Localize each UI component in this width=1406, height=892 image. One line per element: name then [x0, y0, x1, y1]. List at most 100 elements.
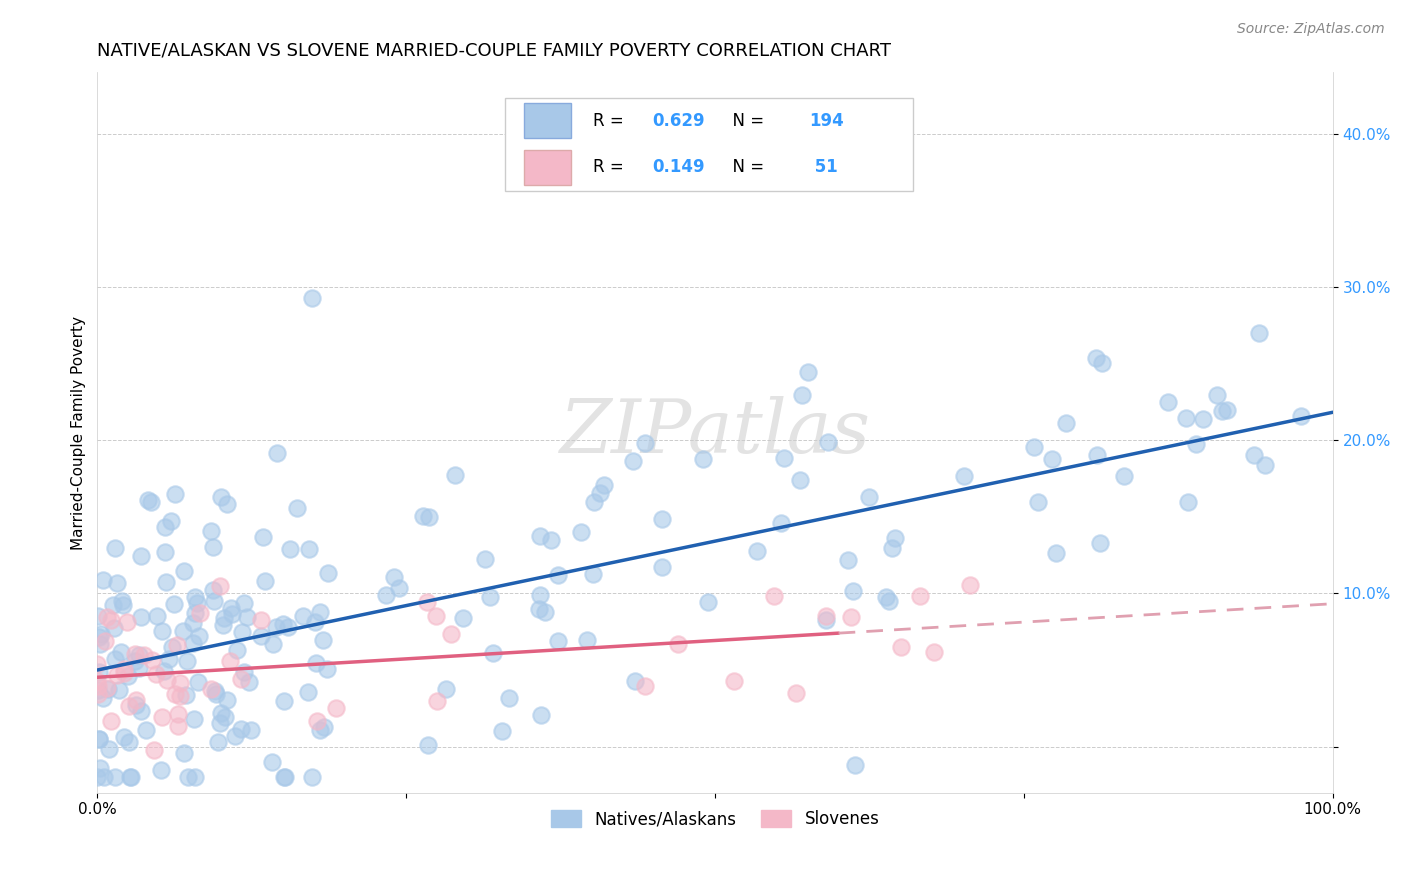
Point: [120, 770, 142, 784]
Point: [890, 640, 912, 655]
Point: [1211, 404, 1233, 418]
Point: [576, 633, 599, 648]
Point: [252, 530, 274, 544]
Text: 194: 194: [808, 112, 844, 129]
Point: [569, 525, 592, 540]
Point: [233, 596, 256, 610]
Point: [183, 713, 205, 727]
Point: [105, 576, 128, 591]
Point: [111, 598, 134, 612]
Point: [117, 669, 139, 683]
Point: [762, 589, 785, 603]
Point: [184, 770, 207, 784]
Point: [1192, 412, 1215, 426]
Point: [474, 552, 496, 566]
Point: [482, 646, 505, 660]
Point: [1090, 536, 1112, 550]
Point: [745, 544, 768, 558]
Point: [128, 648, 150, 662]
Point: [104, 541, 127, 556]
Point: [117, 699, 139, 714]
Point: [135, 723, 157, 737]
Point: [589, 485, 612, 500]
Point: [278, 541, 301, 556]
Point: [425, 609, 447, 624]
Text: 51: 51: [808, 159, 838, 177]
Point: [163, 598, 186, 612]
Point: [91, 690, 114, 705]
Point: [262, 637, 284, 651]
Point: [217, 497, 239, 511]
Point: [187, 674, 209, 689]
Point: [176, 654, 198, 668]
Point: [224, 729, 246, 743]
Point: [157, 652, 180, 666]
Point: [304, 615, 326, 629]
Point: [547, 567, 569, 582]
Point: [325, 700, 347, 714]
Point: [112, 665, 135, 680]
Point: [219, 654, 242, 668]
Point: [87, 608, 110, 623]
Point: [181, 615, 204, 630]
Point: [142, 743, 165, 757]
Text: NATIVE/ALASKAN VS SLOVENE MARRIED-COUPLE FAMILY POVERTY CORRELATION CHART: NATIVE/ALASKAN VS SLOVENE MARRIED-COUPLE…: [97, 42, 891, 60]
Point: [125, 693, 148, 707]
Point: [785, 685, 807, 699]
Point: [205, 687, 228, 701]
Point: [1042, 451, 1064, 466]
Point: [87, 630, 110, 644]
Point: [375, 588, 398, 602]
Point: [231, 722, 253, 736]
Point: [254, 574, 277, 589]
Point: [183, 607, 205, 621]
Point: [202, 540, 225, 554]
Point: [434, 681, 457, 696]
Text: ZIPatlas: ZIPatlas: [560, 396, 870, 469]
Point: [93, 770, 115, 784]
Point: [547, 634, 569, 648]
Point: [221, 607, 243, 621]
FancyBboxPatch shape: [523, 150, 571, 185]
Text: Source: ZipAtlas.com: Source: ZipAtlas.com: [1237, 22, 1385, 37]
Point: [908, 589, 931, 603]
Point: [529, 588, 551, 602]
Point: [103, 622, 125, 636]
FancyBboxPatch shape: [505, 97, 912, 191]
Point: [173, 564, 195, 578]
Point: [166, 707, 188, 722]
Point: [145, 609, 167, 624]
Point: [212, 617, 235, 632]
Point: [177, 770, 200, 784]
Point: [160, 640, 183, 655]
Point: [172, 624, 194, 638]
Point: [120, 770, 142, 784]
Point: [285, 501, 308, 516]
Point: [90, 626, 112, 640]
Point: [101, 598, 124, 612]
Point: [1114, 469, 1136, 483]
Point: [1177, 495, 1199, 509]
Point: [96, 609, 118, 624]
Point: [817, 435, 839, 450]
Point: [184, 590, 207, 604]
Point: [814, 613, 837, 627]
Point: [86, 683, 108, 698]
Point: [696, 595, 718, 609]
Point: [1091, 356, 1114, 370]
Point: [529, 602, 551, 616]
Point: [111, 594, 134, 608]
Point: [418, 509, 440, 524]
Point: [1291, 409, 1313, 423]
Point: [1045, 546, 1067, 560]
Point: [176, 688, 198, 702]
Point: [530, 708, 553, 723]
Point: [415, 595, 437, 609]
Point: [277, 620, 299, 634]
Point: [129, 704, 152, 718]
Point: [112, 731, 135, 745]
Point: [155, 545, 177, 559]
Point: [789, 473, 811, 487]
Point: [634, 435, 657, 450]
Point: [666, 637, 689, 651]
